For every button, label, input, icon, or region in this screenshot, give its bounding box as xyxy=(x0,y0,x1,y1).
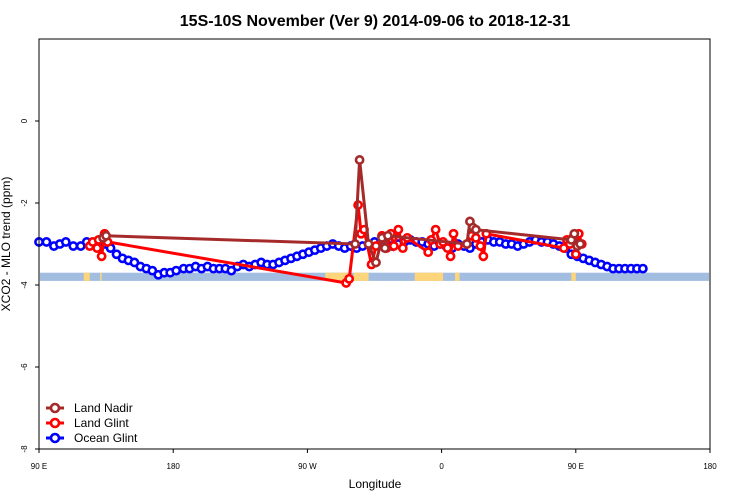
legend-swatch-marker xyxy=(49,417,61,429)
data-point xyxy=(101,230,111,241)
legend-label: Land Glint xyxy=(74,416,129,430)
data-point xyxy=(171,265,182,276)
land-segment xyxy=(414,272,444,281)
data-point xyxy=(569,228,580,239)
x-tick-label: 180 xyxy=(167,462,181,471)
y-tick-label: 0 xyxy=(20,118,29,123)
data-point xyxy=(380,243,390,253)
y-tick-label: -4 xyxy=(20,281,29,289)
land-segment xyxy=(571,272,576,281)
x-tick-label: 90 E xyxy=(568,462,584,471)
legend-item: Land Nadir xyxy=(46,401,133,415)
ocean-band xyxy=(40,272,709,281)
x-tick-label: 180 xyxy=(703,462,717,471)
chart-title: 15S-10S November (Ver 9) 2014-09-06 to 2… xyxy=(180,13,571,30)
x-axis-label: Longitude xyxy=(349,477,402,491)
data-point xyxy=(478,251,489,262)
data-point xyxy=(448,228,459,239)
data-point xyxy=(41,237,52,247)
plot-frame xyxy=(38,38,711,450)
data-point xyxy=(350,239,361,249)
series-land-nadir xyxy=(98,155,586,268)
series-layer xyxy=(34,155,648,288)
land-ocean-band xyxy=(40,272,709,281)
data-point xyxy=(462,239,472,249)
data-point xyxy=(371,257,381,268)
data-point xyxy=(68,241,79,251)
legend-swatch-marker xyxy=(49,432,61,444)
legend-label: Ocean Glint xyxy=(74,431,138,445)
land-segment xyxy=(325,272,348,281)
data-point xyxy=(96,251,107,262)
x-tick-label: 90 W xyxy=(298,462,317,471)
legend-swatch-marker xyxy=(49,402,61,414)
land-segment xyxy=(83,272,90,281)
data-point xyxy=(423,247,434,258)
data-point xyxy=(388,241,399,251)
y-tick-label: -8 xyxy=(20,445,29,453)
data-point xyxy=(475,241,486,251)
data-point xyxy=(638,263,648,274)
data-point xyxy=(575,239,586,249)
data-point xyxy=(570,249,581,260)
land-segment xyxy=(100,272,102,281)
land-segment xyxy=(353,272,369,281)
data-point xyxy=(344,273,355,284)
legend-label: Land Nadir xyxy=(74,401,133,415)
data-point xyxy=(442,243,453,253)
y-axis: 0 -2 -4 -6 -8 xyxy=(20,118,39,453)
x-tick-label: 0 xyxy=(439,462,444,471)
data-point xyxy=(92,243,103,253)
x-axis: 90 E 180 90 W 0 90 E 180 xyxy=(31,449,717,471)
data-point xyxy=(354,155,365,165)
x-tick-label: 90 E xyxy=(31,462,47,471)
data-point xyxy=(397,243,408,253)
y-axis-label: XCO2 - MLO trend (ppm) xyxy=(0,177,13,312)
legend-item: Ocean Glint xyxy=(46,431,138,445)
data-point xyxy=(470,224,481,235)
data-point xyxy=(60,237,71,247)
data-point xyxy=(383,230,393,241)
data-point xyxy=(430,224,441,235)
land-segment xyxy=(455,272,460,281)
data-point xyxy=(393,224,404,235)
y-tick-label: -2 xyxy=(20,199,29,207)
data-point xyxy=(363,239,374,249)
data-point xyxy=(470,232,481,243)
y-tick-label: -6 xyxy=(20,363,29,371)
legend-item: Land Glint xyxy=(46,416,129,430)
data-point xyxy=(445,251,456,262)
